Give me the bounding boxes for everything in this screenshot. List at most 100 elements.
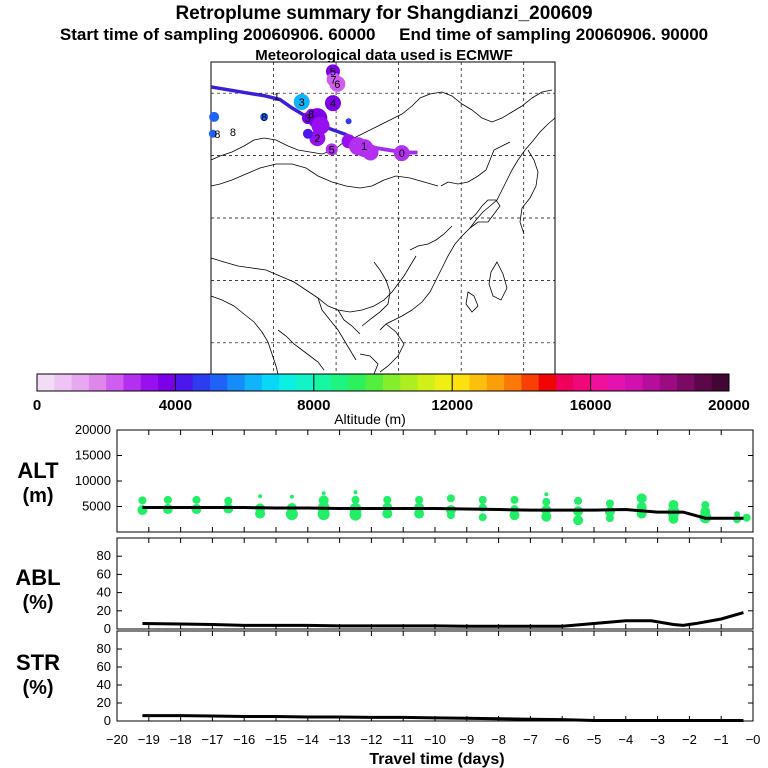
alt-point bbox=[191, 504, 202, 515]
alt-point bbox=[415, 495, 424, 504]
str-y-tick-label: 0 bbox=[104, 713, 111, 728]
str-line bbox=[142, 714, 744, 723]
alt-point bbox=[605, 499, 614, 508]
colorbar-tick-label: 16000 bbox=[570, 397, 612, 414]
alt-point bbox=[351, 495, 360, 504]
plume-label: 3 bbox=[299, 97, 305, 109]
alt-panel-frame bbox=[116, 429, 754, 533]
plume-centroid bbox=[209, 111, 220, 122]
alt-point bbox=[349, 508, 362, 521]
x-axis-label: Travel time (days) bbox=[369, 751, 504, 768]
plume-label: 1 bbox=[361, 141, 367, 153]
altitude-colorbar bbox=[36, 373, 730, 392]
x-tick-label: −17 bbox=[201, 732, 223, 747]
abl-unit: (%) bbox=[22, 592, 53, 614]
colorbar-swatch bbox=[383, 374, 401, 391]
start-time-label: Start time of sampling 20060906. 60000 bbox=[59, 25, 376, 44]
map-coastlines bbox=[210, 89, 556, 375]
colorbar-swatch bbox=[434, 374, 453, 391]
end-time-label: End time of sampling 20060906. 90000 bbox=[399, 25, 709, 44]
colorbar-swatch bbox=[486, 374, 505, 391]
colorbar-swatch bbox=[175, 374, 194, 391]
x-tick-label: −1 bbox=[714, 732, 729, 747]
colorbar-swatch bbox=[590, 374, 609, 391]
alt-point bbox=[510, 495, 519, 504]
plume-label: 8 bbox=[308, 109, 314, 121]
colorbar-swatch bbox=[659, 374, 678, 391]
plume-label: 5 bbox=[329, 144, 335, 156]
abl-y-tick-label: 80 bbox=[97, 548, 111, 563]
alt-point bbox=[321, 491, 326, 496]
alt-point bbox=[446, 494, 455, 503]
plume-label: 6 bbox=[334, 79, 340, 91]
x-tick-label: −20 bbox=[106, 732, 128, 747]
x-tick-label: −9 bbox=[459, 732, 474, 747]
x-tick-label: −11 bbox=[393, 732, 414, 747]
plume-centroid bbox=[393, 145, 410, 162]
alt-point bbox=[317, 508, 330, 521]
abl-y-tick-label: 60 bbox=[97, 566, 111, 581]
alt-point bbox=[192, 495, 201, 504]
alt-point bbox=[285, 508, 298, 521]
plume-centroid bbox=[208, 129, 217, 138]
colorbar-swatch bbox=[400, 374, 418, 391]
plume-centroid bbox=[260, 112, 269, 121]
abl-y-tick-label: 0 bbox=[104, 621, 111, 636]
colorbar-swatch bbox=[279, 374, 297, 391]
colorbar-tick-label: 12000 bbox=[431, 397, 473, 414]
plume-label: 8 bbox=[230, 127, 236, 139]
colorbar-swatch bbox=[158, 374, 176, 391]
str-panel-frame bbox=[116, 630, 754, 722]
abl-y-tick-label: 40 bbox=[97, 585, 111, 600]
colorbar-swatch bbox=[521, 374, 540, 391]
x-tick-label: −0 bbox=[746, 732, 761, 747]
colorbar-swatch bbox=[365, 374, 384, 391]
alt-point bbox=[668, 513, 679, 524]
x-tick-label: −2 bbox=[682, 732, 697, 747]
alt-point bbox=[542, 497, 551, 506]
plume-label: 7 bbox=[331, 74, 337, 86]
colorbar-swatch bbox=[296, 374, 315, 391]
plume-label: 5 bbox=[330, 66, 336, 78]
x-tick-label: −15 bbox=[265, 732, 287, 747]
alt-unit: (m) bbox=[22, 485, 53, 507]
alt-point bbox=[544, 492, 549, 497]
x-tick-label: −6 bbox=[555, 732, 570, 747]
abl-panel-frame bbox=[116, 537, 754, 630]
alt-point bbox=[636, 493, 647, 504]
colorbar-swatch bbox=[123, 374, 142, 391]
colorbar-label: Altitude (m) bbox=[334, 411, 406, 427]
alt-point bbox=[573, 515, 584, 526]
colorbar-swatch bbox=[452, 374, 470, 391]
colorbar-swatch bbox=[417, 374, 436, 391]
colorbar-swatch bbox=[711, 374, 730, 391]
colorbar-swatch bbox=[504, 374, 522, 391]
plume-centroid bbox=[309, 130, 326, 147]
x-tick-label: −4 bbox=[618, 732, 633, 747]
series-lines bbox=[142, 506, 744, 723]
plume-label: 8 bbox=[214, 129, 220, 141]
alt-y-tick-label: 15000 bbox=[75, 448, 111, 463]
alt-label: ALT bbox=[17, 458, 59, 483]
colorbar-swatch bbox=[37, 374, 55, 391]
str-unit: (%) bbox=[22, 677, 53, 699]
alt-point bbox=[382, 508, 393, 519]
plume-centroid bbox=[325, 143, 338, 156]
x-tick-label: −14 bbox=[297, 732, 319, 747]
str-y-tick-label: 20 bbox=[97, 695, 111, 710]
colorbar-swatch bbox=[88, 374, 107, 391]
colorbar-swatch bbox=[348, 374, 367, 391]
alt-point bbox=[478, 513, 487, 522]
colorbar-swatch bbox=[261, 374, 280, 391]
alt-point bbox=[163, 495, 172, 504]
str-label: STR bbox=[16, 650, 60, 675]
plume-centroid bbox=[302, 128, 313, 139]
plume-label: 0 bbox=[399, 148, 405, 160]
alt-y-tick-label: 10000 bbox=[75, 473, 111, 488]
colorbar-tick-label: 0 bbox=[33, 397, 41, 414]
alt-point bbox=[478, 495, 487, 504]
colorbar-swatch bbox=[556, 374, 574, 391]
abl-line bbox=[142, 611, 744, 628]
